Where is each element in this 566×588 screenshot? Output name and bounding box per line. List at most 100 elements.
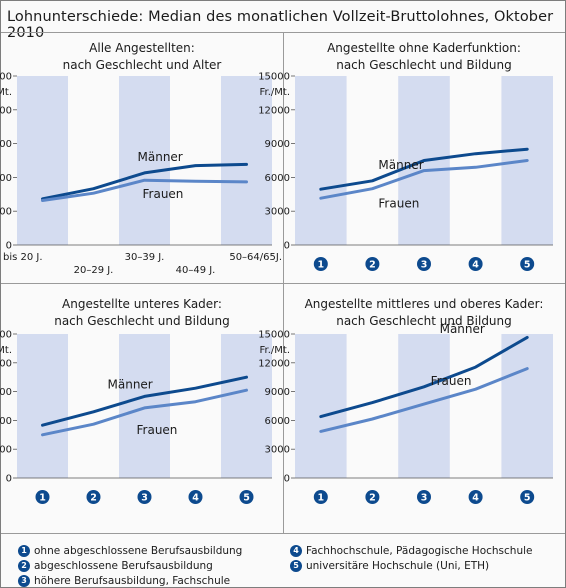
y-tick-label: 0 — [284, 241, 290, 252]
category-band — [17, 76, 68, 245]
y-axis-unit: Fr./Mt. — [260, 87, 291, 98]
chart-panel-4: Angestellte mittleres und oberes Kader: n… — [258, 297, 553, 504]
series-label: Frauen — [378, 197, 419, 211]
category-badge-label: 3 — [421, 260, 428, 271]
series-label: Frauen — [143, 187, 184, 201]
x-tick-label: bis 20 J. — [3, 252, 43, 263]
category-badge — [137, 490, 152, 504]
category-badge-label: 1 — [317, 260, 324, 271]
category-badge-label: 4 — [192, 493, 199, 504]
y-axis-unit: Fr./Mt. — [260, 345, 291, 356]
chart-panel-1: Alle Angestellten: nach Geschlecht und Al… — [0, 41, 282, 276]
series-label: Männer — [378, 158, 423, 172]
y-tick-label: 0 — [6, 474, 12, 485]
title-divider — [1, 32, 565, 33]
category-badge-label: 2 — [90, 493, 97, 504]
category-badge — [313, 257, 328, 271]
series-label: Männer — [108, 377, 153, 391]
category-badge — [35, 490, 50, 504]
series-line-maenner — [319, 147, 529, 191]
series-line-frauen — [319, 367, 529, 433]
y-tick-label: 9000 — [265, 387, 290, 398]
panel-title: Angestellte mittleres und oberes Kader: — [305, 297, 544, 311]
series-line-maenner — [41, 162, 248, 201]
legend-item-2: 2 abgeschlossene Berufsausbildung — [18, 560, 213, 572]
legend-badge: 2 — [18, 560, 30, 572]
category-badge-label: 1 — [317, 493, 324, 504]
y-tick-label: 15000 — [0, 72, 12, 83]
chart-panel-2: Angestellte ohne Kaderfunktion: nach Gesc… — [258, 41, 553, 271]
y-tick-label: 12000 — [258, 105, 290, 116]
category-badge-label: 5 — [524, 493, 531, 504]
y-axis-unit: Fr./Mt. — [0, 345, 12, 356]
category-band — [295, 76, 347, 245]
y-tick-label: 6000 — [265, 416, 290, 427]
category-badge — [313, 490, 328, 504]
category-badge — [520, 257, 535, 271]
panel-title: Alle Angestellten: — [89, 41, 195, 55]
series-label: Männer — [440, 322, 485, 336]
legend-item-4: 4 Fachhochschule, Pädagogische Hochschul… — [290, 545, 533, 557]
legend-item-1: 1 ohne abgeschlossene Berufsausbildung — [18, 545, 242, 557]
y-tick-label: 12000 — [0, 358, 12, 369]
panel-title: Angestellte ohne Kaderfunktion: — [327, 41, 521, 55]
x-tick-label: 40–49 J. — [176, 265, 216, 276]
category-band — [295, 334, 347, 478]
category-badge-label: 4 — [472, 260, 479, 271]
x-tick-label: 30–39 J. — [125, 252, 165, 263]
category-band — [119, 76, 170, 245]
series-line-maenner — [41, 375, 248, 427]
chart-panel-3: Angestellte unteres Kader: nach Geschlech… — [0, 297, 272, 504]
y-tick-label: 0 — [6, 241, 12, 252]
category-badge-label: 1 — [39, 493, 46, 504]
legend-item-5: 5 universitäre Hochschule (Uni, ETH) — [290, 560, 489, 572]
category-badge-label: 4 — [472, 493, 479, 504]
category-band — [501, 334, 553, 478]
legend-badge: 3 — [18, 575, 30, 587]
y-tick-label: 15000 — [258, 72, 290, 83]
category-badge — [520, 490, 535, 504]
category-badge — [86, 490, 101, 504]
y-tick-label: 12000 — [0, 105, 12, 116]
category-badge — [468, 490, 483, 504]
panel-subtitle: nach Geschlecht und Bildung — [54, 314, 230, 328]
y-tick-label: 9000 — [0, 139, 12, 150]
series-label: Frauen — [431, 374, 472, 388]
panel-subtitle: nach Geschlecht und Bildung — [336, 314, 512, 328]
category-badge — [417, 490, 431, 504]
legend-label: ohne abgeschlossene Berufsausbildung — [34, 545, 243, 557]
panel-subtitle: nach Geschlecht und Alter — [63, 58, 222, 72]
x-tick-label: 50–64/65J. — [229, 252, 282, 263]
y-tick-label: 6000 — [0, 173, 12, 184]
y-tick-label: 9000 — [0, 387, 12, 398]
legend-badge: 5 — [290, 560, 302, 572]
series-label: Frauen — [137, 423, 178, 437]
category-badge — [468, 257, 483, 271]
y-tick-label: 3000 — [0, 207, 12, 218]
legend-badge: 1 — [18, 545, 30, 557]
y-tick-label: 6000 — [265, 173, 290, 184]
y-tick-label: 3000 — [0, 445, 12, 456]
legend-label: abgeschlossene Berufsausbildung — [34, 560, 213, 572]
category-badge-label: 5 — [243, 493, 250, 504]
panel-title: Angestellte unteres Kader: — [62, 297, 222, 311]
category-band — [221, 334, 272, 478]
legend-badge: 4 — [290, 545, 302, 557]
legend-divider — [1, 533, 565, 534]
category-badge — [188, 490, 203, 504]
y-tick-label: 9000 — [265, 139, 290, 150]
category-band — [221, 76, 272, 245]
y-tick-label: 3000 — [265, 207, 290, 218]
y-tick-label: 3000 — [265, 445, 290, 456]
series-line-maenner — [319, 335, 529, 419]
category-badge-label: 3 — [421, 493, 428, 504]
legend-item-3: 3 höhere Berufsausbildung, Fachschule — [18, 575, 230, 587]
category-band — [398, 334, 450, 478]
series-line-frauen — [319, 159, 529, 200]
charts-canvas: Alle Angestellten: nach Geschlecht und Al… — [0, 41, 553, 504]
series-label: Männer — [138, 150, 183, 164]
series-line-frauen — [41, 388, 248, 437]
x-tick-label: 20–29 J. — [74, 265, 114, 276]
figure-title: Lohnunterschiede: Median des monatlichen… — [7, 9, 554, 41]
